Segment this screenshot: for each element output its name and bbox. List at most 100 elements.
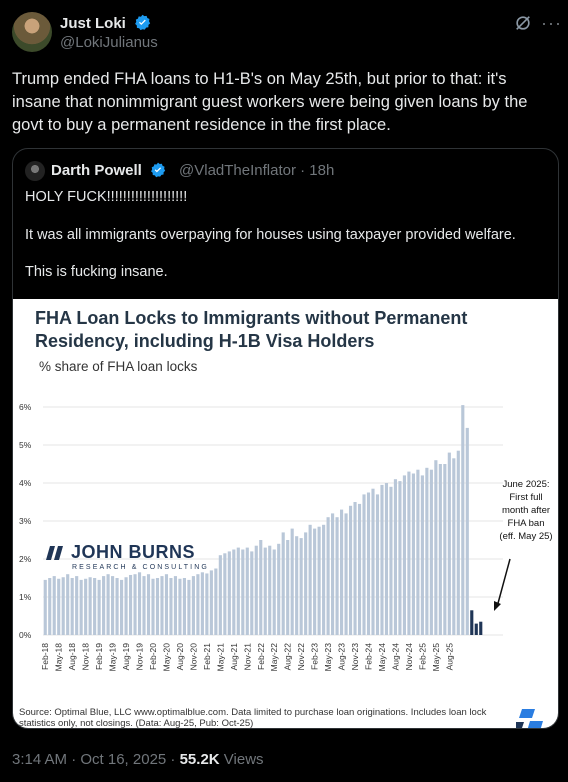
chart-title: FHA Loan Locks to Immigrants without Per… [35,308,468,351]
bar [344,513,348,635]
x-tick-label: May-19 [108,643,118,672]
author-name[interactable]: Just Loki [60,15,126,32]
x-tick-label: Aug-24 [390,643,400,671]
chart-image[interactable]: FHA Loan Locks to Immigrants without Per… [13,299,558,728]
bar [232,549,236,635]
quoted-author-handle[interactable]: @VladTheInflator [179,162,296,179]
x-tick-label: May-21 [215,643,225,672]
annotation-text: FHA ban [508,518,545,529]
bar [164,574,169,635]
bar [299,538,303,635]
quoted-author-name[interactable]: Darth Powell [51,162,142,179]
annotation-text: June 2025: [502,479,549,490]
bar [66,574,70,635]
bar [178,578,182,635]
grok-icon[interactable] [514,14,532,32]
bar [438,464,442,635]
bar [48,578,52,635]
bar [227,551,231,635]
x-tick-label: Nov-23 [350,643,360,671]
x-tick-label: Feb-18 [40,643,50,670]
bar [474,623,478,635]
quoted-text-line-1: HOLY FUCK!!!!!!!!!!!!!!!!!!!! [25,189,188,205]
bar [155,578,160,635]
author-handle[interactable]: @LokiJulianus [60,34,158,51]
bar [160,576,164,635]
bar [456,450,460,635]
x-tick-label: Nov-18 [81,643,91,671]
x-tick-label: Feb-19 [94,643,104,670]
bar [223,553,227,635]
x-tick-label: Nov-21 [242,643,252,671]
bar [146,574,151,635]
x-tick-label: Feb-24 [364,643,374,670]
bar [236,547,240,635]
bar [70,578,74,635]
x-tick-label: Nov-20 [188,643,198,671]
x-tick-label: Feb-22 [256,643,266,670]
bar [245,547,249,635]
bar [353,502,357,635]
brand-mark-icon [516,709,543,728]
x-tick-label: Nov-24 [404,643,414,671]
bar [416,469,420,635]
bar [317,526,321,635]
quoted-text-line-2: It was all immigrants overpaying for hou… [25,227,516,243]
bar [286,540,290,635]
x-tick-label: Feb-20 [148,643,158,670]
bar [218,555,222,635]
x-tick-label: Aug-18 [67,643,77,671]
bar [304,532,308,635]
logo-name: JOHN BURNS [71,542,196,562]
bar [384,483,389,635]
bar [290,528,294,635]
bar [357,503,362,635]
bar [348,505,353,635]
bar [241,549,245,635]
bar [120,579,124,635]
x-tick-label: Aug-21 [229,643,239,671]
bar [443,464,447,635]
bar [470,610,474,635]
quoted-avatar[interactable] [25,161,45,181]
bar [191,576,195,635]
bar [196,574,200,635]
bar [115,578,119,635]
bar [371,488,375,635]
verified-badge-icon [135,14,151,31]
bar [366,492,371,635]
y-tick-label: 2% [19,554,32,564]
view-count: 55.2K [179,751,220,768]
bar [389,486,393,635]
bar [322,524,326,635]
more-options-icon[interactable]: ··· [541,13,562,33]
bar [133,574,137,635]
author-avatar[interactable] [12,12,52,52]
quoted-timestamp[interactable]: · 18h [300,162,335,179]
quoted-tweet[interactable]: Darth Powell @VladTheInflator · 18h HOLY… [12,148,559,729]
bar [187,579,191,635]
x-tick-label: May-18 [54,643,64,672]
bar [151,578,155,635]
bar [263,547,267,635]
tweet-timestamp[interactable]: 3:14 AM · Oct 16, 2025 · [12,751,180,768]
bar [407,471,411,635]
bar [93,578,97,635]
bar [429,469,433,635]
annotation-text: month after [502,505,550,516]
bar [393,479,398,635]
bar [340,509,344,635]
bar [169,578,173,635]
x-tick-label: Nov-19 [135,643,145,671]
bar [173,576,178,635]
bar [411,473,415,635]
x-tick-label: Aug-23 [337,643,347,671]
bar [425,467,429,635]
bar [43,579,47,635]
x-tick-label: Aug-19 [121,643,131,671]
bar [452,458,456,635]
x-tick-label: Aug-22 [283,643,293,671]
annotation-arrow-head [494,601,501,611]
tweet-text: Trump ended FHA loans to H1-B's on May 2… [12,70,528,134]
x-tick-label: May-20 [161,643,171,672]
